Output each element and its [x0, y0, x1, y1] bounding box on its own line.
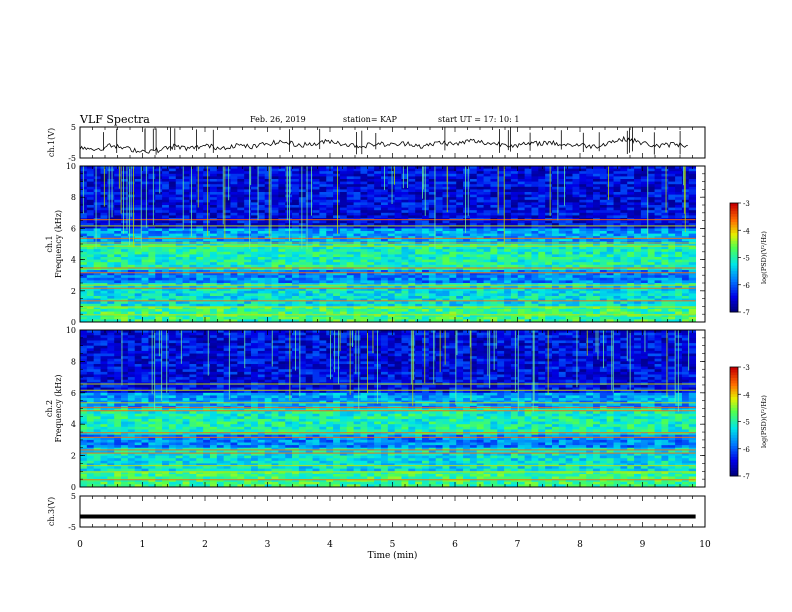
ch1-spectrogram-colorbar-label: log(PSD)(V²/Hz) [760, 231, 768, 284]
ch1-waveform-ytick-label: -5 [68, 154, 76, 163]
ch1-spectrogram-ytick-label: 8 [71, 193, 76, 202]
ch1-waveform-line [79, 135, 688, 154]
ch1-spectrogram-ytick-label: 10 [66, 162, 76, 171]
x-tick-label: 5 [390, 540, 396, 550]
x-tick-label: 2 [202, 540, 208, 550]
ch1-spectrogram-colorbar-tick-label: -5 [743, 255, 750, 263]
ch2-spectrogram-ytick-label: 0 [71, 483, 76, 492]
ch1-spectrogram-colorbar-tick-label: -3 [743, 200, 750, 208]
ch1-spectrogram-colorbar-tick-label: -7 [743, 309, 750, 317]
ch2-spectrogram-colorbar-tick-label: -4 [743, 391, 750, 399]
x-tick-label: 1 [140, 540, 146, 550]
x-axis-label: Time (min) [368, 550, 418, 561]
ch1-waveform-ylabel: ch.1(V) [47, 128, 56, 157]
ch2-spectrogram-image [80, 330, 697, 488]
ch2-spectrogram-ylabel-channel: ch.2 [45, 400, 54, 417]
x-tick-label: 6 [452, 540, 458, 550]
figure-title: VLF Spectra [80, 113, 150, 126]
x-tick-label: 9 [640, 540, 646, 550]
ch1-spectrogram-ytick-label: 2 [71, 287, 76, 296]
ch1-spectrogram-colorbar [730, 203, 738, 313]
x-tick-label: 8 [577, 540, 583, 550]
ch2-spectrogram-ytick-label: 6 [71, 389, 76, 398]
ch1-spectrogram-ytick-label: 4 [71, 256, 76, 265]
ch1-spectrogram-colorbar-tick-label: -6 [743, 282, 750, 290]
x-tick-label: 3 [265, 540, 271, 550]
x-tick-label: 0 [77, 540, 83, 550]
ch2-spectrogram-ytick-label: 4 [71, 420, 76, 429]
ch2-spectrogram-colorbar-tick-label: -3 [743, 364, 750, 372]
ch3-waveform-ytick-label: 5 [71, 492, 76, 501]
ch1-spectrogram-ylabel: Frequency (kHz) [54, 210, 63, 278]
ch2-spectrogram-colorbar-tick-label: -6 [743, 446, 750, 454]
ch2-spectrogram-ytick-label: 10 [66, 326, 76, 335]
ch2-spectrogram-ylabel: Frequency (kHz) [54, 374, 63, 442]
ch1-spectrogram-ytick-label: 0 [71, 318, 76, 327]
ch1-spectrogram-image [80, 166, 697, 323]
ch1-spectrogram-colorbar-tick-label: -4 [743, 227, 750, 235]
ch1-waveform-ytick-label: 5 [71, 123, 76, 132]
ch3-waveform-ylabel: ch.3(V) [47, 497, 56, 526]
ch1-spectrogram-ytick-label: 6 [71, 224, 76, 233]
x-tick-label: 4 [327, 540, 333, 550]
ch2-spectrogram-colorbar-label: log(PSD)(V²/Hz) [760, 395, 768, 448]
ch2-spectrogram-colorbar-tick-label: -5 [743, 419, 750, 427]
ch2-spectrogram-ytick-label: 2 [71, 452, 76, 461]
ch2-spectrogram-colorbar-tick-label: -7 [743, 473, 750, 481]
ch1-spectrogram-ylabel-channel: ch.1 [45, 235, 54, 252]
ch2-spectrogram-colorbar [730, 367, 738, 477]
station-label: station= KAP [343, 115, 397, 124]
date-label: Feb. 26, 2019 [250, 115, 306, 124]
ch3-waveform-ytick-label: -5 [68, 523, 76, 532]
x-tick-label: 7 [515, 540, 521, 550]
ch2-spectrogram-ytick-label: 8 [71, 357, 76, 366]
start-time-label: start UT = 17: 10: 1 [438, 115, 520, 124]
x-tick-label: 10 [699, 540, 711, 550]
